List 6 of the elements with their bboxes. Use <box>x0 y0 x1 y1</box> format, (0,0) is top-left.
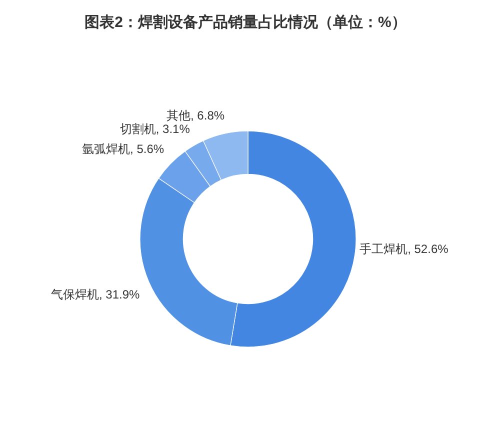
slice-label: 切割机, 3.1% <box>120 122 190 136</box>
slice-label: 氩弧焊机, 5.6% <box>82 142 164 156</box>
slice-label: 其他, 6.8% <box>166 108 225 123</box>
slice-label: 气保焊机, 31.9% <box>51 287 140 302</box>
chart-title: 图表2：焊割设备产品销量占比情况（单位：%） <box>84 14 406 31</box>
slice-label: 手工焊机, 52.6% <box>360 242 449 256</box>
